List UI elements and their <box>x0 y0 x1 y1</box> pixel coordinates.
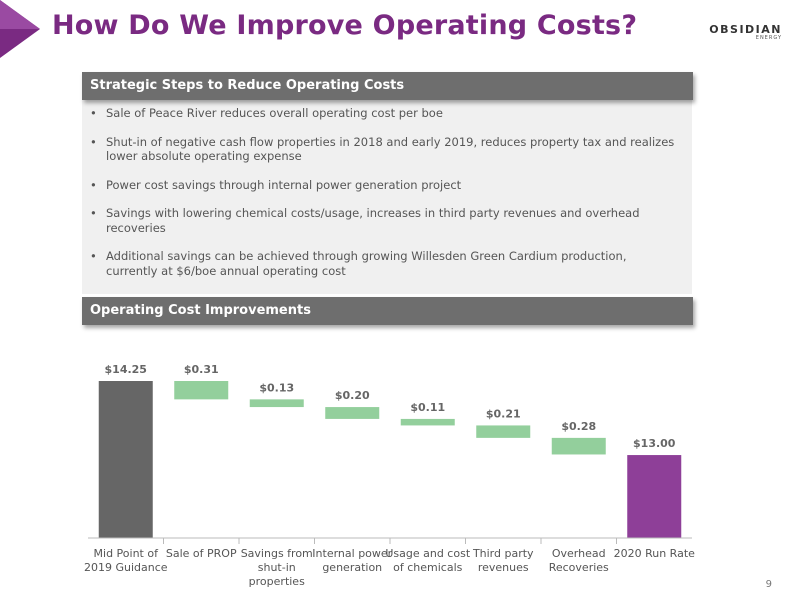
logo-wordmark: OBSIDIAN <box>709 23 782 36</box>
bullet-dot-icon: • <box>90 206 97 220</box>
bullet-dot-icon: • <box>90 249 97 263</box>
strategy-bullet-list: • Sale of Peace River reduces overall ope… <box>90 106 680 292</box>
waterfall-bar <box>551 437 606 455</box>
list-item: • Power cost savings through internal pow… <box>90 178 680 193</box>
page-number: 9 <box>765 579 772 590</box>
data-label: $0.31 <box>184 363 219 376</box>
corner-accent <box>0 0 40 58</box>
waterfall-bar <box>627 455 682 538</box>
data-label: $0.21 <box>486 407 521 420</box>
list-item: • Sale of Peace River reduces overall ope… <box>90 106 680 121</box>
data-label: $14.25 <box>105 363 147 376</box>
list-item: • Shut-in of negative cash flow propertie… <box>90 135 680 164</box>
data-label: $13.00 <box>633 437 676 450</box>
chart-heading: Operating Cost Improvements <box>82 297 693 325</box>
page-title: How Do We Improve Operating Costs? <box>52 10 638 41</box>
category-tick-label: Sale of PROP <box>166 547 237 560</box>
waterfall-bar <box>476 425 531 438</box>
bullet-dot-icon: • <box>90 177 97 192</box>
waterfall-bar <box>174 381 229 400</box>
bullet-text: Sale of Peace River reduces overall oper… <box>106 106 443 120</box>
waterfall-bar <box>98 381 153 538</box>
category-tick-label: Savings from shut-in properties <box>241 547 313 588</box>
bullet-text: Additional savings can be achieved throu… <box>106 249 627 278</box>
data-label: $0.13 <box>259 381 294 394</box>
category-tick-label: Overhead Recoveries <box>549 547 609 574</box>
category-tick-label: Usage and cost of chemicals <box>385 547 470 574</box>
bullet-dot-icon: • <box>90 106 97 120</box>
waterfall-bar <box>325 407 380 419</box>
waterfall-bar <box>249 399 304 408</box>
category-tick-label: Internal power generation <box>312 547 392 574</box>
bullet-text: Savings with lowering chemical costs/usa… <box>106 206 640 235</box>
list-item: • Savings with lowering chemical costs/us… <box>90 206 680 235</box>
strategy-heading: Strategic Steps to Reduce Operating Cost… <box>82 72 693 100</box>
bullet-text: Shut-in of negative cash flow properties… <box>106 134 675 164</box>
data-label: $0.28 <box>561 420 596 433</box>
list-item: • Additional savings can be achieved thro… <box>90 249 680 278</box>
logo-subtext: ENERGY <box>755 35 782 41</box>
data-label: $0.11 <box>410 401 445 414</box>
waterfall-bar <box>400 418 455 426</box>
bullet-dot-icon: • <box>90 134 97 149</box>
category-tick-label: 2020 Run Rate <box>614 547 696 560</box>
category-tick-label: Mid Point of 2019 Guidance <box>84 547 168 574</box>
category-tick-label: Third party revenues <box>472 547 534 574</box>
company-logo: OBSIDIAN ENERGY <box>709 24 782 42</box>
data-label: $0.20 <box>335 389 370 402</box>
bullet-text: Power cost savings through internal powe… <box>106 177 462 192</box>
strategy-panel <box>82 72 692 294</box>
